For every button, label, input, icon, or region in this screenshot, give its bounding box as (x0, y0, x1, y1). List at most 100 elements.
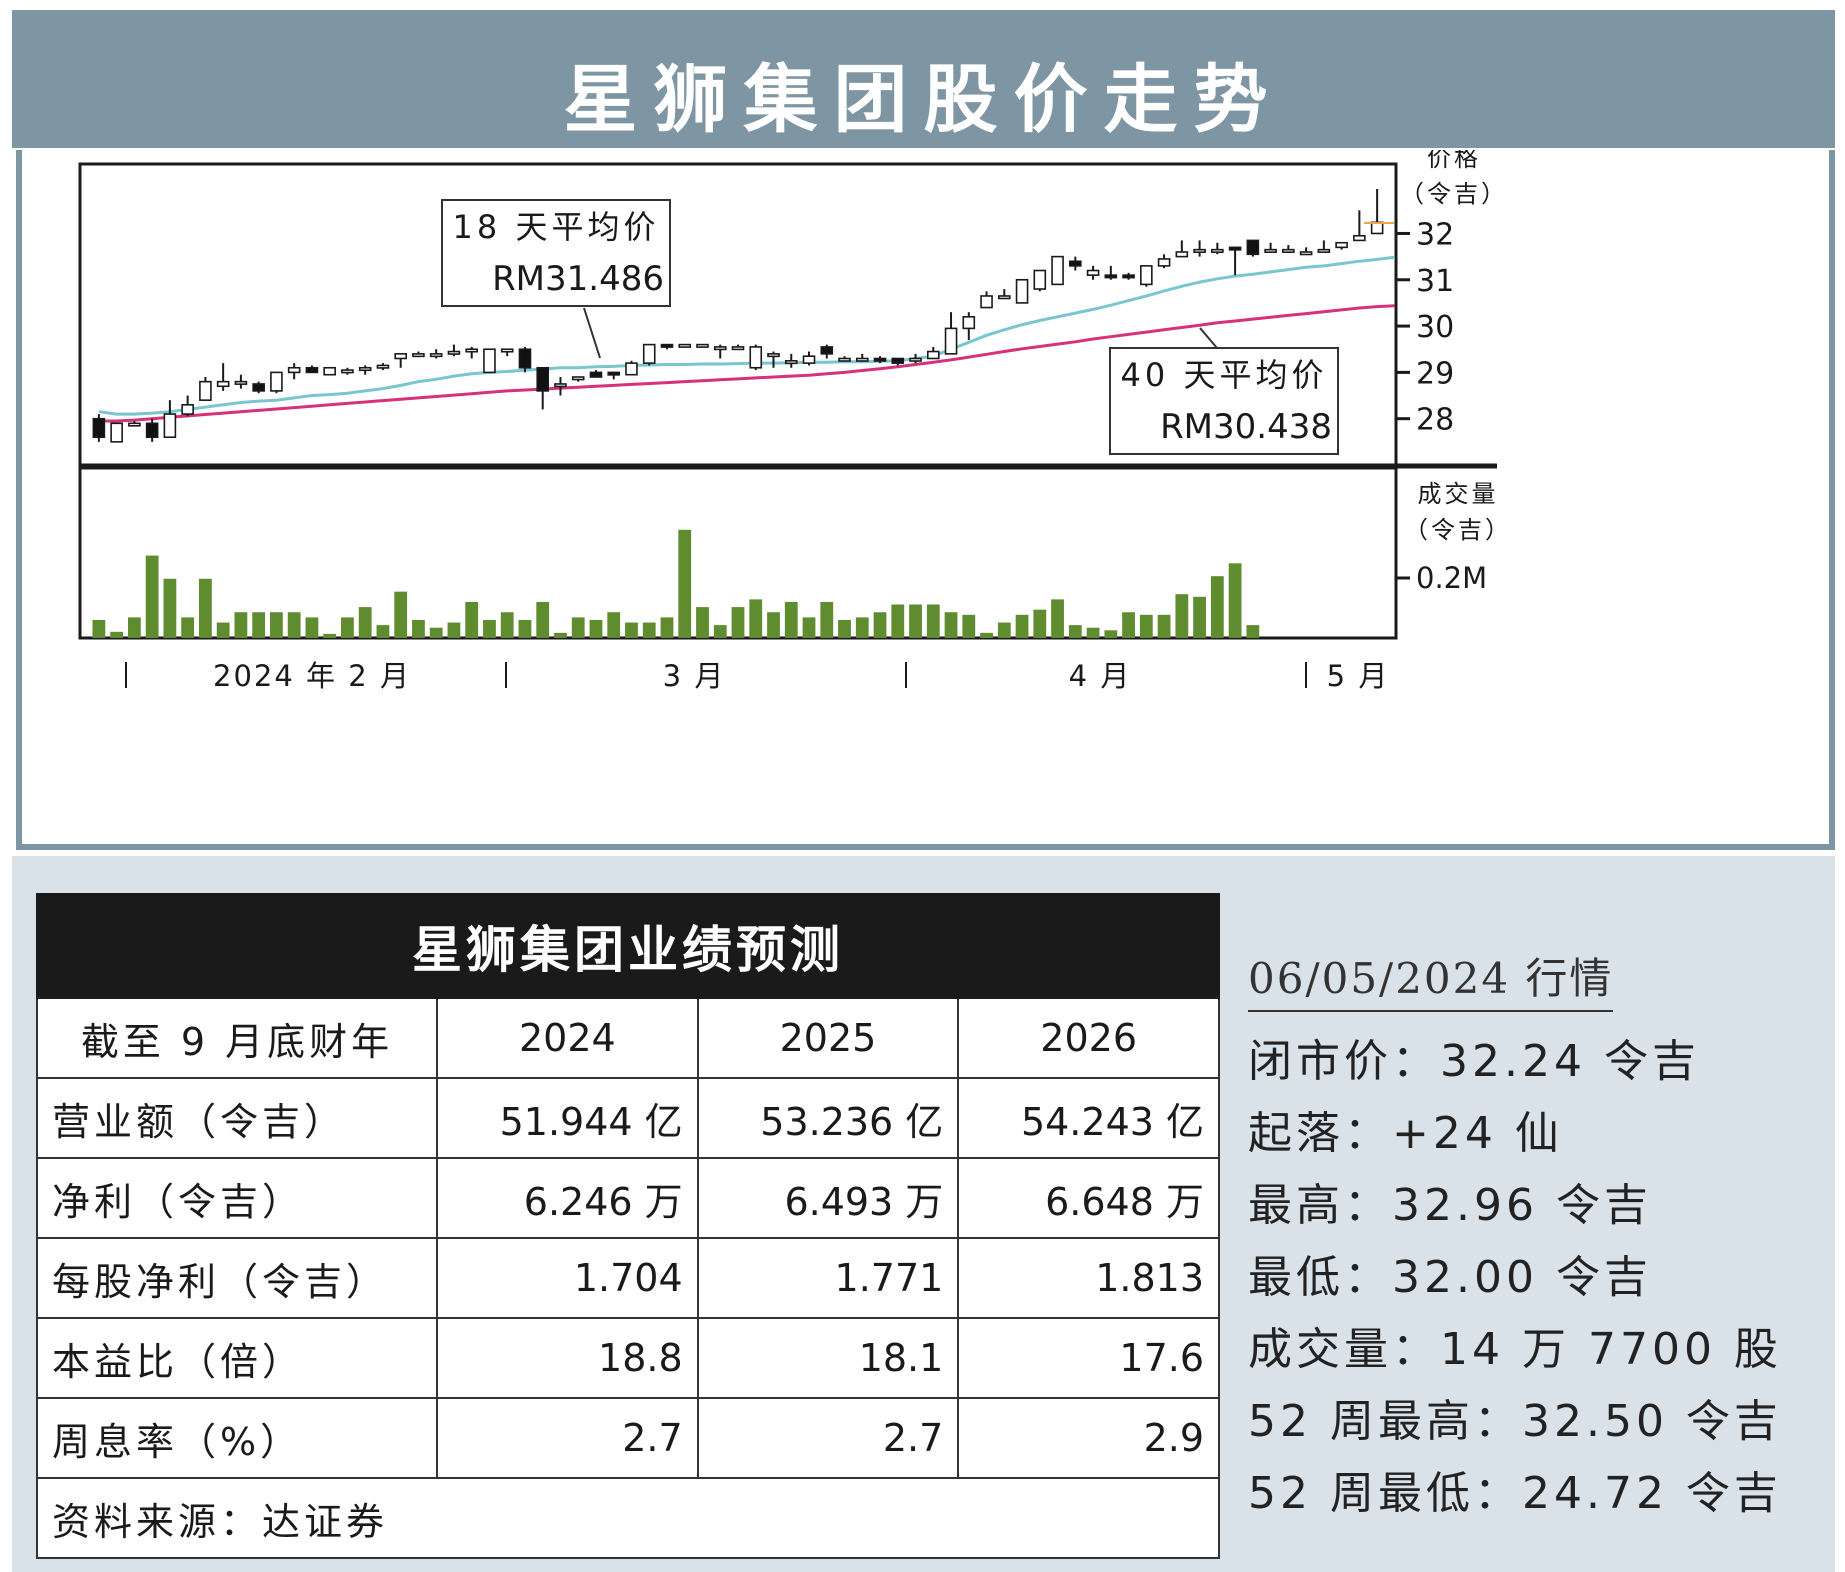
row-label: 每股净利（令吉） (36, 1237, 438, 1319)
candlestick (1264, 242, 1277, 253)
price-tick-label: 30 (1416, 310, 1454, 345)
volume-bar (323, 633, 337, 638)
volume-bar (447, 622, 461, 638)
candlestick (891, 357, 905, 366)
candle-body (891, 357, 905, 364)
candle-body (980, 295, 993, 309)
candlestick (1317, 240, 1331, 253)
candle-body (642, 343, 656, 364)
candle-body (536, 366, 550, 392)
volume-bar (784, 601, 798, 638)
candlestick (820, 344, 834, 359)
candlestick (873, 356, 887, 364)
price-axis-unit: （令吉） (1400, 180, 1508, 208)
candlestick (128, 421, 141, 427)
source-note: 资料来源：达证券 (36, 1477, 1220, 1559)
volume-bar (536, 601, 550, 638)
candlestick (518, 346, 532, 373)
candle-body (554, 383, 567, 388)
candlestick (500, 348, 514, 357)
candlestick (287, 363, 301, 380)
volume-bar (518, 619, 532, 638)
forecast-header-row: 截至 9 月底财年 2024 2025 2026 (36, 997, 1220, 1079)
forecast-row-yield: 周息率（%） 2.7 2.7 2.9 (36, 1397, 1220, 1479)
volume-bar (1122, 612, 1135, 638)
volume-axis-unit: （令吉） (1404, 516, 1512, 544)
candlestick (855, 353, 869, 362)
candlestick (944, 312, 958, 355)
candlestick (110, 422, 123, 443)
candlestick (465, 346, 479, 359)
cell-value: 51.944 亿 (436, 1077, 699, 1159)
candle-body (323, 366, 336, 376)
price-chart: 18 天平均价 RM31.486 40 天平均价 RM30.438 价格 （令吉… (78, 144, 1512, 693)
candle-body (92, 417, 106, 439)
volume-bar (571, 617, 585, 638)
volume-bar (1051, 599, 1064, 638)
volume-tick-label: 0.2M (1416, 561, 1487, 595)
cell-value: 6.246 万 (436, 1157, 699, 1239)
candle-body (181, 404, 194, 415)
volume-bar (696, 607, 709, 638)
candle-body (1228, 246, 1242, 251)
volume-bar (145, 555, 159, 638)
candle-body (341, 369, 354, 374)
cell-value: 54.243 亿 (957, 1077, 1220, 1159)
x-label-mar: 3 月 (663, 659, 726, 693)
candle-body (252, 383, 265, 392)
volume-bar (589, 619, 603, 638)
candle-body (1317, 248, 1331, 253)
cell-value: 2.7 (696, 1397, 960, 1479)
candlestick (1228, 246, 1242, 276)
ma18-value: RM31.486 (492, 259, 664, 299)
volume-bar (199, 578, 212, 638)
candlestick (163, 400, 177, 439)
candle-body (128, 422, 141, 427)
candlestick (607, 371, 621, 380)
candlestick (323, 366, 336, 376)
volume-bar (997, 622, 1011, 638)
volume-axis-label: 成交量 (1418, 480, 1499, 508)
market-52w-low: 52 周最低：24.72 令吉 (1248, 1468, 1782, 1519)
candle-body (1104, 274, 1118, 279)
candle-body (909, 357, 922, 362)
title-banner: 星狮集团股价走势 (12, 10, 1835, 148)
volume-bar (1139, 614, 1153, 638)
candlestick (1157, 254, 1171, 269)
cell-value: 53.236 亿 (696, 1077, 960, 1159)
cell-value: 2.9 (957, 1397, 1220, 1479)
forecast-source-row: 资料来源：达证券 (36, 1477, 1220, 1559)
candlestick (749, 344, 763, 371)
candlestick (376, 363, 390, 371)
ma18-callout (441, 199, 671, 307)
candle-body (820, 346, 834, 355)
candlestick (642, 343, 656, 366)
price-tick-label: 28 (1416, 403, 1454, 438)
volume-bar (767, 612, 780, 638)
candle-body (607, 371, 621, 376)
ma18-line (98, 255, 1396, 416)
ma40-value: RM30.438 (1160, 407, 1332, 447)
candle-body (731, 346, 745, 351)
volume-bar (554, 632, 567, 638)
candle-body (305, 366, 319, 374)
candlestick (1015, 278, 1029, 304)
candle-body (660, 343, 674, 348)
volume-bar (465, 601, 479, 638)
cell-value: 1.704 (436, 1237, 699, 1319)
candlestick (252, 381, 265, 394)
market-change: 起落：+24 仙 (1248, 1108, 1563, 1159)
candlestick (358, 365, 372, 375)
volume-bar (820, 601, 834, 638)
candlestick (1335, 241, 1348, 250)
volume-bar (341, 617, 354, 638)
volume-bar (1246, 625, 1260, 638)
cell-value: 6.493 万 (696, 1157, 960, 1239)
volume-bar (163, 578, 177, 638)
candlestick (341, 367, 354, 375)
candle-body (376, 364, 390, 369)
candlestick (1069, 256, 1082, 271)
candle-body (1140, 265, 1153, 286)
candlestick (678, 343, 692, 348)
cell-value: 6.648 万 (957, 1157, 1220, 1239)
